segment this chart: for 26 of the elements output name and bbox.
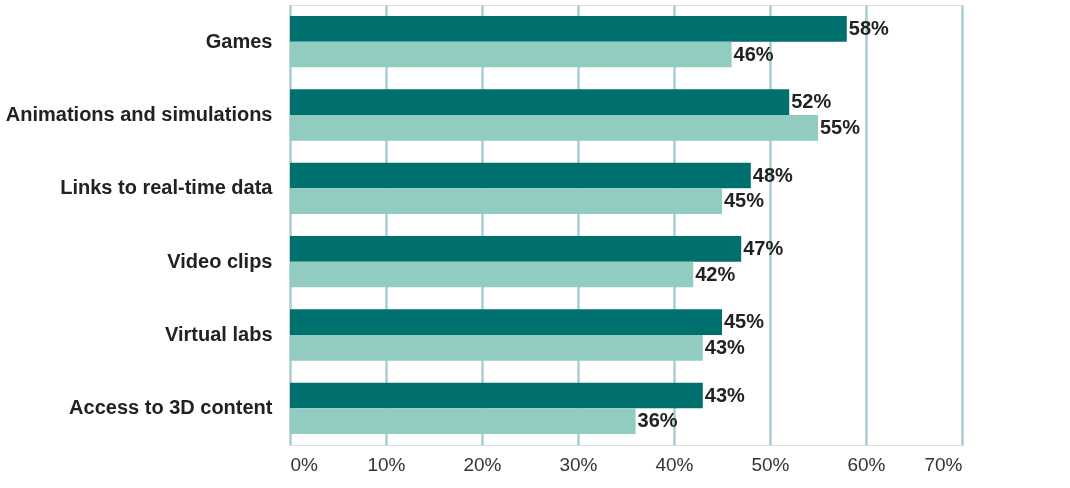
- x-tick-label: 10%: [367, 453, 406, 475]
- data-label: 36%: [637, 409, 678, 432]
- data-label: 58%: [848, 16, 890, 39]
- data-label: 45%: [724, 310, 765, 333]
- data-label: 43%: [704, 335, 746, 358]
- x-tick-label: 20%: [463, 453, 502, 475]
- x-tick-label: 70%: [924, 453, 963, 475]
- y-tick-label: Access to 3D content: [69, 396, 273, 419]
- x-tick-label: 30%: [559, 453, 598, 475]
- data-label: 48%: [752, 163, 794, 186]
- data-label: 52%: [791, 90, 832, 113]
- x-tick-label: 50%: [751, 453, 790, 475]
- x-tick-label: 60%: [847, 453, 886, 475]
- x-tick-label: 40%: [655, 453, 694, 475]
- data-label: 46%: [733, 42, 774, 65]
- y-tick-label: Games: [205, 29, 273, 52]
- y-tick-label: Links to real-time data: [60, 176, 274, 199]
- data-label: 47%: [743, 236, 784, 259]
- y-tick-label: Video clips: [167, 249, 273, 272]
- y-tick-label: Animations and simulations: [5, 103, 273, 125]
- y-tick-label: Virtual labs: [165, 323, 273, 345]
- x-tick-label: 0%: [290, 453, 319, 475]
- data-label: 55%: [820, 115, 861, 138]
- data-label: 42%: [695, 262, 736, 285]
- data-label: 45%: [724, 189, 765, 212]
- data-label: 43%: [704, 383, 746, 406]
